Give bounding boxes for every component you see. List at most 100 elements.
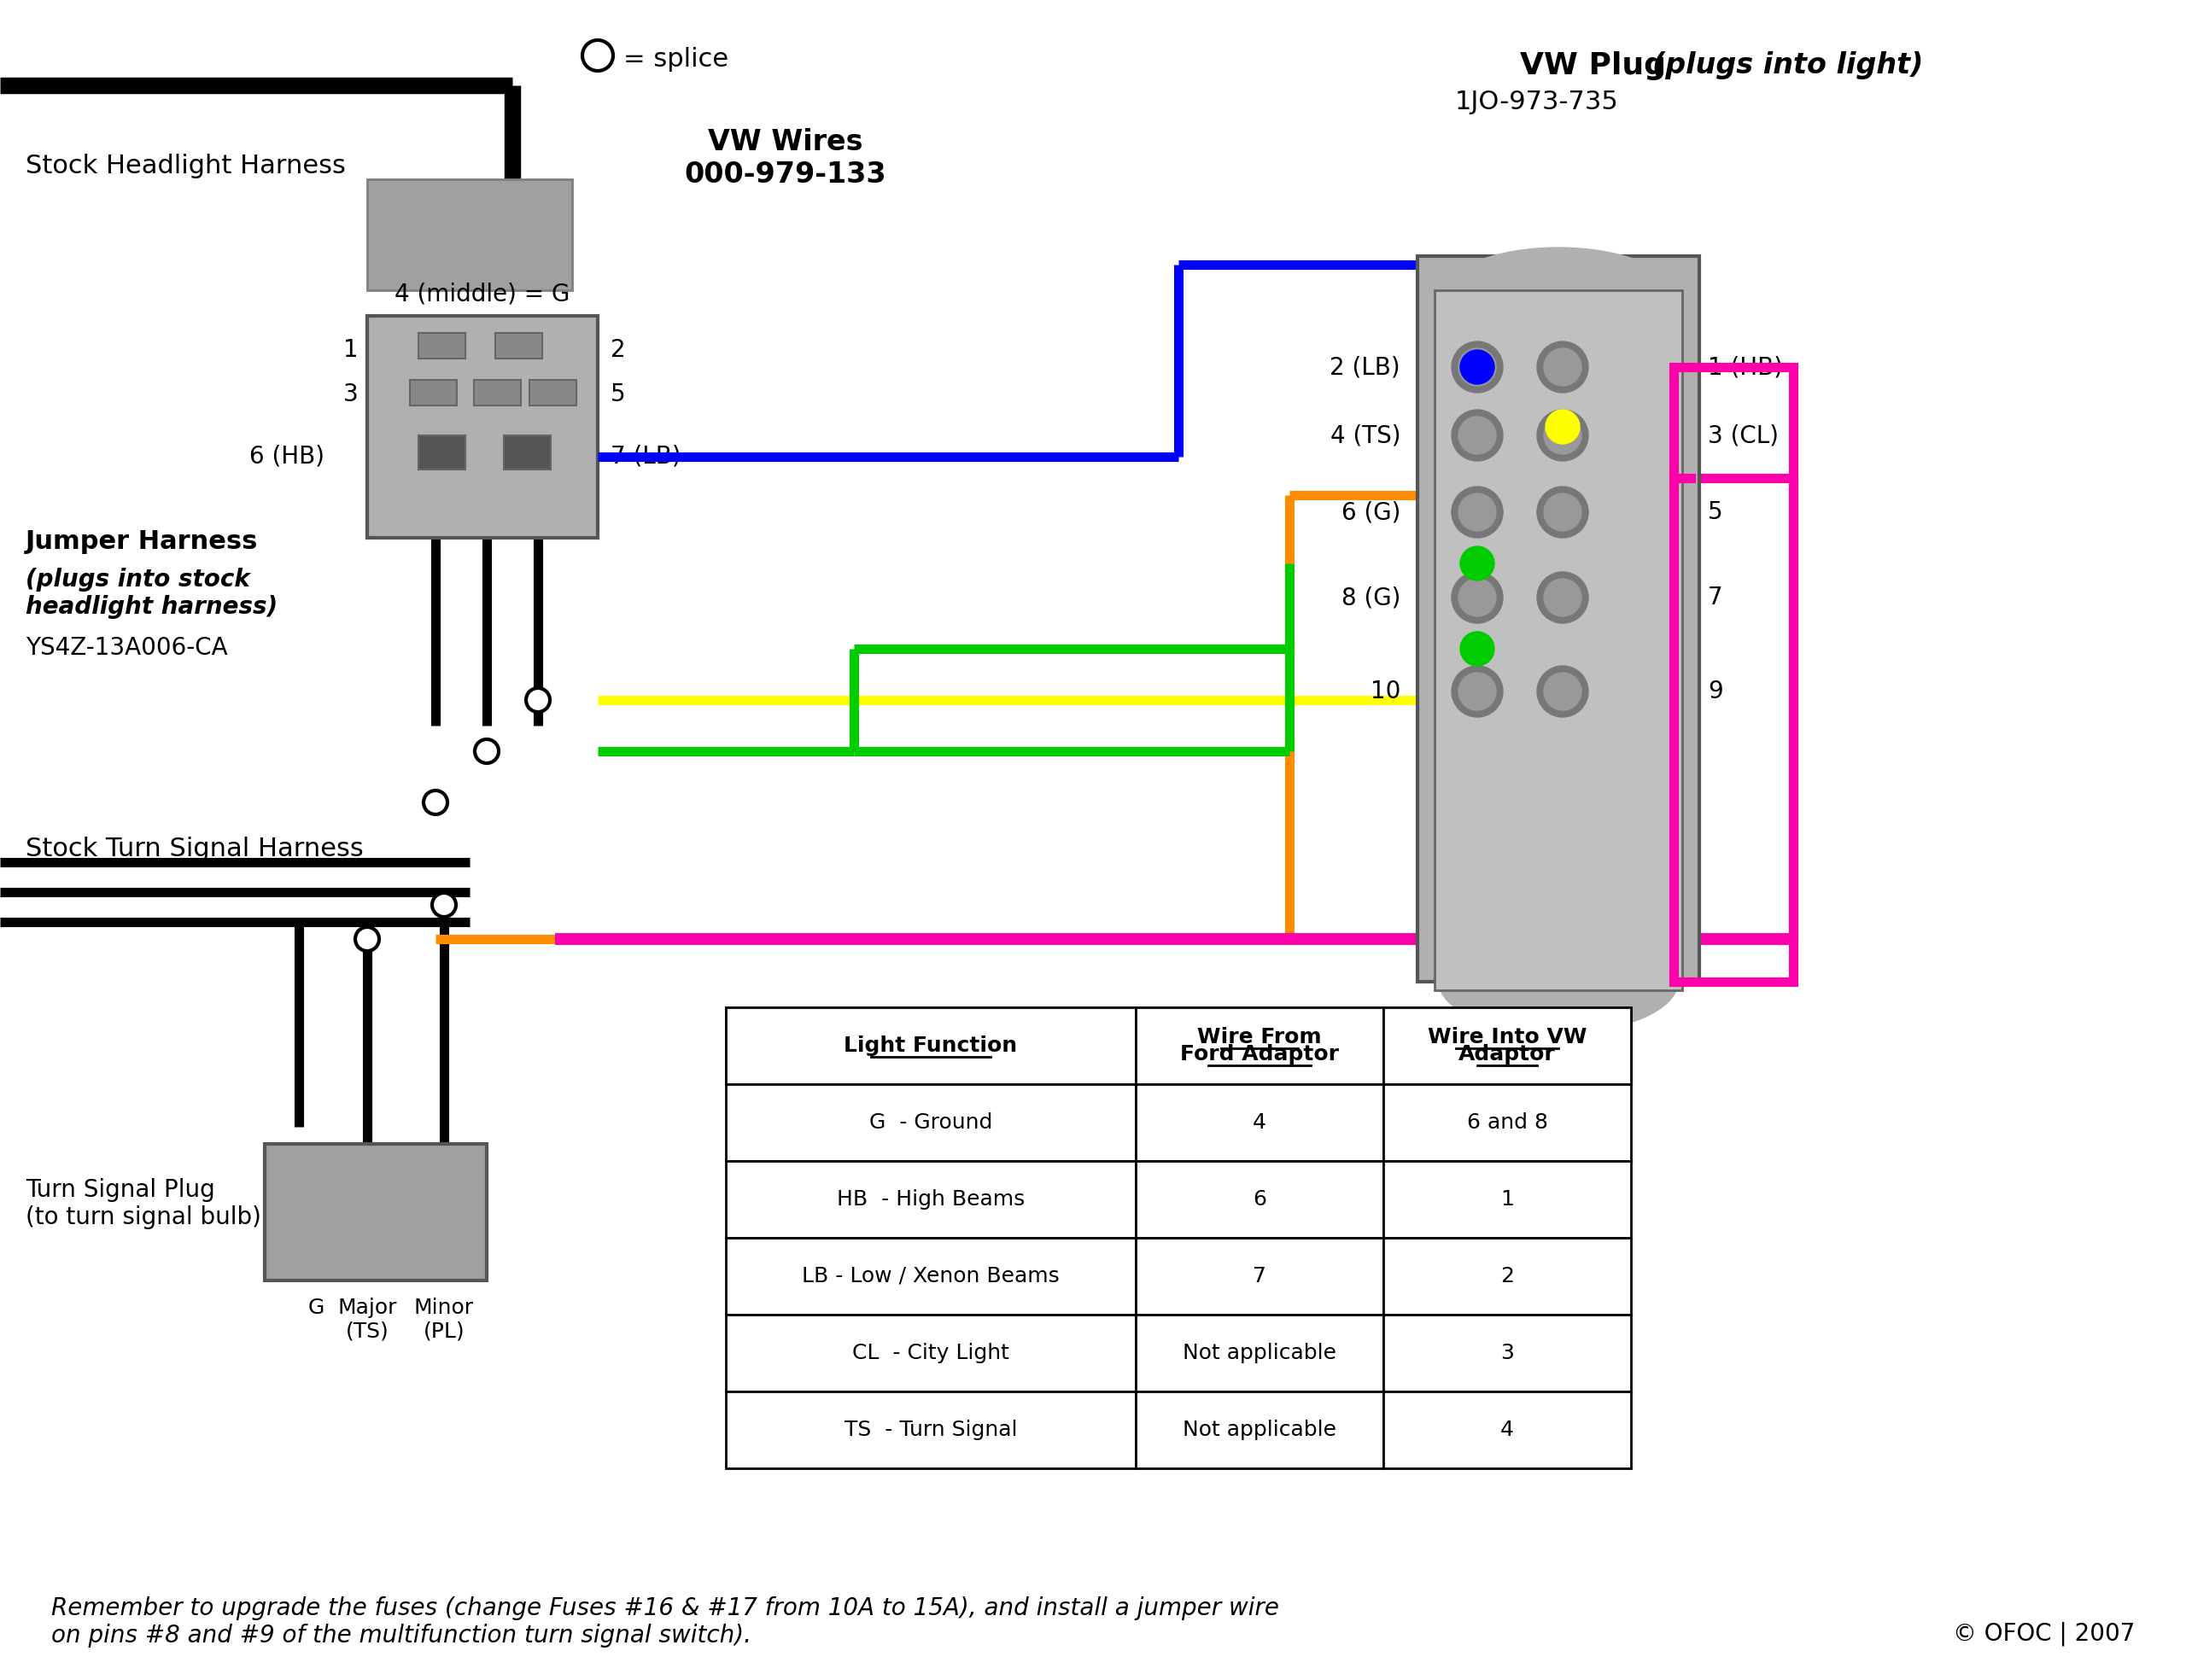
Circle shape xyxy=(1537,665,1589,717)
Text: Jumper Harness: Jumper Harness xyxy=(26,529,258,554)
Bar xyxy=(367,316,597,538)
Text: 1: 1 xyxy=(343,338,359,361)
Text: Wire Into VW: Wire Into VW xyxy=(1427,1026,1587,1047)
Text: 6 and 8: 6 and 8 xyxy=(1467,1112,1548,1132)
Text: Ford Adaptor: Ford Adaptor xyxy=(1180,1043,1338,1065)
Text: VW Plug: VW Plug xyxy=(1519,50,1677,81)
Text: CL  - City Light: CL - City Light xyxy=(853,1342,1010,1362)
Circle shape xyxy=(1458,417,1495,454)
Bar xyxy=(1384,1084,1631,1161)
Circle shape xyxy=(1458,348,1495,386)
Circle shape xyxy=(1452,341,1504,393)
Bar xyxy=(1384,1391,1631,1468)
Text: Minor
(PL): Minor (PL) xyxy=(413,1297,474,1342)
Circle shape xyxy=(1543,580,1580,617)
Text: 2: 2 xyxy=(610,338,625,361)
Bar xyxy=(503,435,551,469)
Circle shape xyxy=(1452,410,1504,460)
Text: 3: 3 xyxy=(1500,1342,1515,1362)
Text: Remember to upgrade the fuses (change Fuses #16 & #17 from 10A to 15A), and inst: Remember to upgrade the fuses (change Fu… xyxy=(50,1596,1279,1648)
Circle shape xyxy=(1543,348,1580,386)
Text: (plugs into stock
headlight harness): (plugs into stock headlight harness) xyxy=(26,568,278,620)
Text: Major
(TS): Major (TS) xyxy=(337,1297,398,1342)
Bar xyxy=(1384,1315,1631,1391)
Bar xyxy=(1137,1084,1384,1161)
Ellipse shape xyxy=(1438,247,1679,349)
Bar xyxy=(1384,1161,1631,1238)
Circle shape xyxy=(1543,672,1580,711)
Bar xyxy=(1434,291,1683,990)
Circle shape xyxy=(1546,410,1580,444)
Text: 4 (TS): 4 (TS) xyxy=(1329,423,1401,447)
Circle shape xyxy=(1458,672,1495,711)
Text: 6 (HB): 6 (HB) xyxy=(249,445,324,469)
Text: 10: 10 xyxy=(1371,679,1401,704)
Text: Adaptor: Adaptor xyxy=(1458,1043,1556,1065)
Text: 4 (middle) = G: 4 (middle) = G xyxy=(396,282,571,306)
Text: VW Wires
000-979-133: VW Wires 000-979-133 xyxy=(684,128,888,188)
Circle shape xyxy=(1460,632,1495,665)
Bar xyxy=(496,333,542,358)
Ellipse shape xyxy=(1438,931,1679,1033)
Bar xyxy=(726,1161,1137,1238)
Text: 1 (HB): 1 (HB) xyxy=(1707,354,1784,380)
Text: (plugs into light): (plugs into light) xyxy=(1653,50,1924,79)
Text: 1: 1 xyxy=(1500,1189,1515,1210)
Circle shape xyxy=(1452,665,1504,717)
Text: 8 (G): 8 (G) xyxy=(1342,586,1401,610)
Bar xyxy=(726,1238,1137,1315)
Circle shape xyxy=(1458,494,1495,531)
Text: 4: 4 xyxy=(1500,1420,1515,1440)
Bar xyxy=(418,333,466,358)
Bar xyxy=(1137,1161,1384,1238)
Bar xyxy=(1137,1315,1384,1391)
Text: 7 (LB): 7 (LB) xyxy=(610,445,682,469)
Text: G  - Ground: G - Ground xyxy=(870,1112,992,1132)
Bar xyxy=(1674,366,1793,981)
Bar xyxy=(1417,255,1699,981)
Circle shape xyxy=(1452,487,1504,538)
Bar xyxy=(726,1008,1631,1084)
Bar xyxy=(726,1391,1137,1468)
Circle shape xyxy=(1537,571,1589,623)
Circle shape xyxy=(527,689,551,712)
Bar xyxy=(474,380,520,405)
Text: 6 (G): 6 (G) xyxy=(1342,501,1401,524)
Text: 4: 4 xyxy=(1253,1112,1266,1132)
Text: 2 (LB): 2 (LB) xyxy=(1329,354,1401,380)
Text: 3 (CL): 3 (CL) xyxy=(1707,423,1779,447)
Circle shape xyxy=(1537,341,1589,393)
Bar xyxy=(1384,1008,1631,1084)
Circle shape xyxy=(1452,571,1504,623)
Text: HB  - High Beams: HB - High Beams xyxy=(837,1189,1025,1210)
Text: = splice: = splice xyxy=(623,47,728,72)
Bar xyxy=(1384,1238,1631,1315)
Bar xyxy=(726,1084,1137,1161)
Text: 5: 5 xyxy=(1707,501,1723,524)
Text: 7: 7 xyxy=(1253,1267,1266,1287)
Circle shape xyxy=(1537,410,1589,460)
Circle shape xyxy=(590,49,606,62)
Text: 9: 9 xyxy=(1707,679,1723,704)
Circle shape xyxy=(474,739,498,763)
Text: TS  - Turn Signal: TS - Turn Signal xyxy=(844,1420,1016,1440)
Bar xyxy=(1137,1008,1384,1084)
Text: 7: 7 xyxy=(1707,586,1723,610)
Text: Not applicable: Not applicable xyxy=(1183,1342,1336,1362)
Bar xyxy=(265,1144,487,1280)
Bar xyxy=(726,1315,1137,1391)
Text: G: G xyxy=(308,1297,324,1319)
Text: 5: 5 xyxy=(610,383,625,407)
Bar xyxy=(726,1008,1137,1084)
Circle shape xyxy=(433,894,457,917)
Circle shape xyxy=(1537,487,1589,538)
Bar xyxy=(529,380,577,405)
Text: LB - Low / Xenon Beams: LB - Low / Xenon Beams xyxy=(802,1267,1060,1287)
Circle shape xyxy=(424,791,448,815)
Circle shape xyxy=(1543,494,1580,531)
Circle shape xyxy=(354,927,378,951)
Circle shape xyxy=(1460,349,1495,385)
Text: 1JO-973-735: 1JO-973-735 xyxy=(1456,89,1620,114)
Bar xyxy=(367,180,573,291)
Text: 2: 2 xyxy=(1500,1267,1515,1287)
